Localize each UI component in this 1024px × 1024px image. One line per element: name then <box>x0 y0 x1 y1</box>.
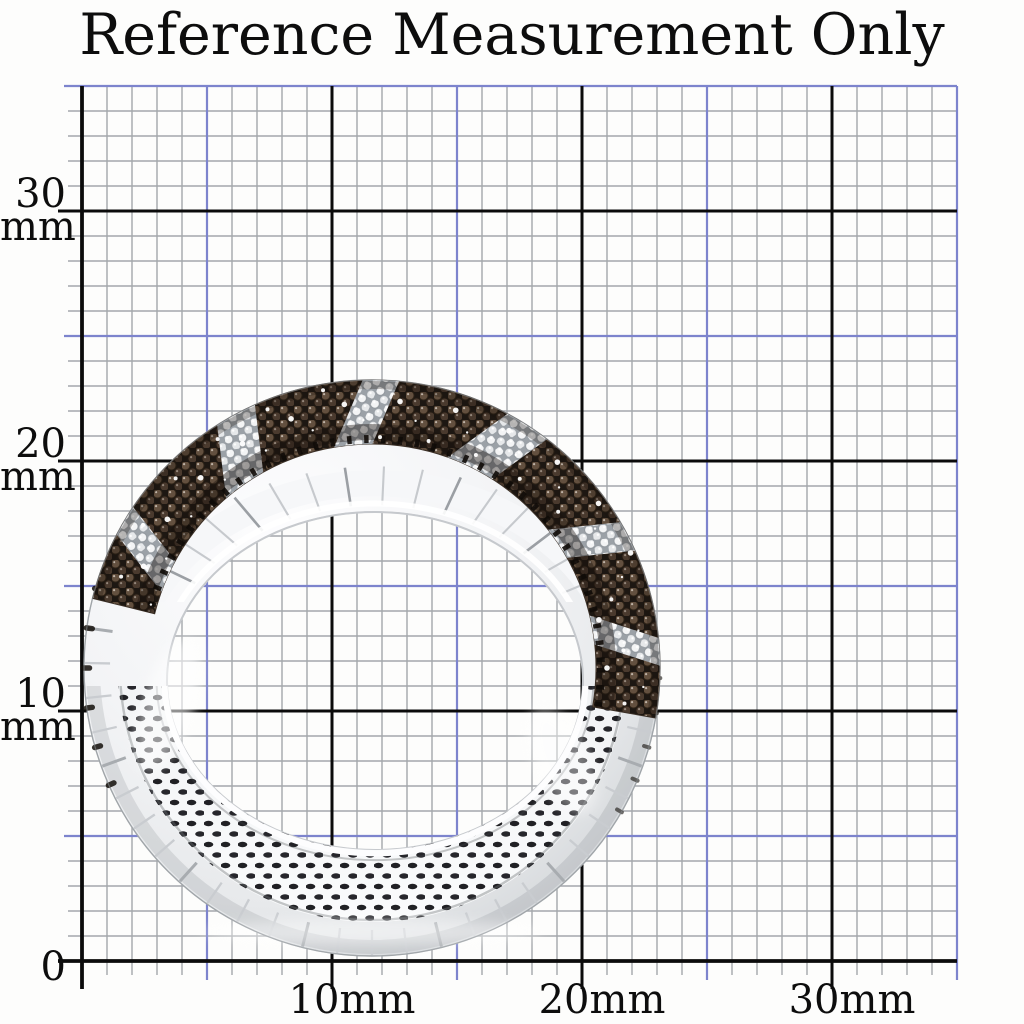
ring-pave-glints <box>119 388 645 706</box>
y-axis-value: 30 <box>15 171 66 217</box>
x-axis-label-30mm: 30mm <box>788 977 916 1023</box>
x-axis-label-10mm: 10mm <box>288 977 416 1023</box>
ring-hole-rim <box>166 511 584 851</box>
y-axis-label-20mm: 20 mm <box>0 421 76 500</box>
ring-photo <box>80 379 663 957</box>
ring-mesh-top-lip <box>161 686 589 857</box>
y-axis-unit: mm <box>0 203 76 250</box>
x-axis-label-20mm: 20mm <box>538 977 666 1023</box>
reference-title: Reference Measurement Only <box>79 2 945 68</box>
y-axis-value: 20 <box>15 421 66 467</box>
ring-mesh-seam <box>155 686 595 862</box>
ring-outer-edge <box>83 379 661 957</box>
ring-hole-top-lip <box>176 500 574 602</box>
ring-top-facet-band <box>135 470 615 602</box>
y-axis-value: 10 <box>15 671 66 717</box>
y-axis-label-30mm: 30 mm <box>0 171 76 250</box>
y-axis-label-10mm: 10 mm <box>0 671 76 750</box>
y-axis-label-0: 0 <box>0 944 66 990</box>
y-axis-value: 0 <box>40 944 66 990</box>
ring-mesh-perforations <box>118 686 626 922</box>
ring-pave-inner-notches <box>139 435 605 719</box>
ring-highlights <box>135 639 598 945</box>
y-axis-unit: mm <box>0 453 76 500</box>
y-axis-unit: mm <box>0 703 76 750</box>
